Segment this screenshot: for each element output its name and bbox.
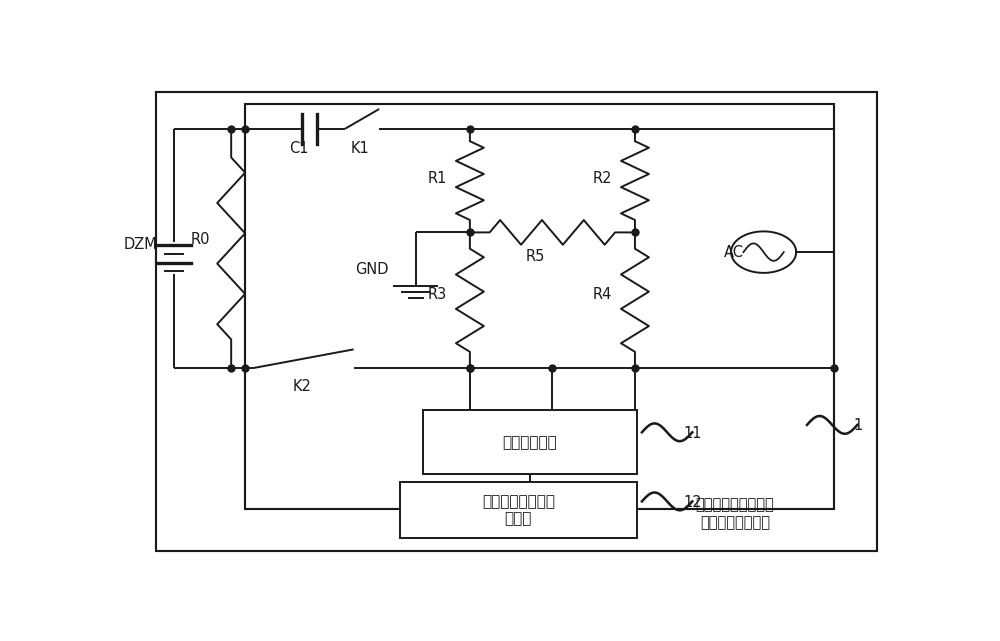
Bar [245,104,834,509]
Text: C1: C1 [290,141,309,156]
Text: K1: K1 [350,141,369,156]
Text: R3: R3 [427,287,447,302]
Text: DZM: DZM [124,237,158,253]
Bar [423,410,637,474]
Text: R5: R5 [526,249,545,263]
Text: R0: R0 [191,232,210,247]
Text: 电动汽车动力电池的
绵缘电阔检测电路: 电动汽车动力电池的 绵缘电阔检测电路 [696,497,774,530]
Bar [400,481,637,538]
Text: 电压检测模块: 电压检测模块 [503,435,557,450]
Text: GND: GND [355,262,388,277]
Text: 12: 12 [683,495,702,510]
Text: R1: R1 [427,171,447,186]
Text: AC: AC [723,245,743,260]
Text: 绵缘电阔有效値获
取模块: 绵缘电阔有效値获 取模块 [482,494,555,526]
Text: R4: R4 [592,287,612,302]
Text: 1: 1 [854,418,863,433]
Text: 11: 11 [683,426,702,441]
Text: R2: R2 [592,171,612,186]
Text: K2: K2 [292,379,311,394]
